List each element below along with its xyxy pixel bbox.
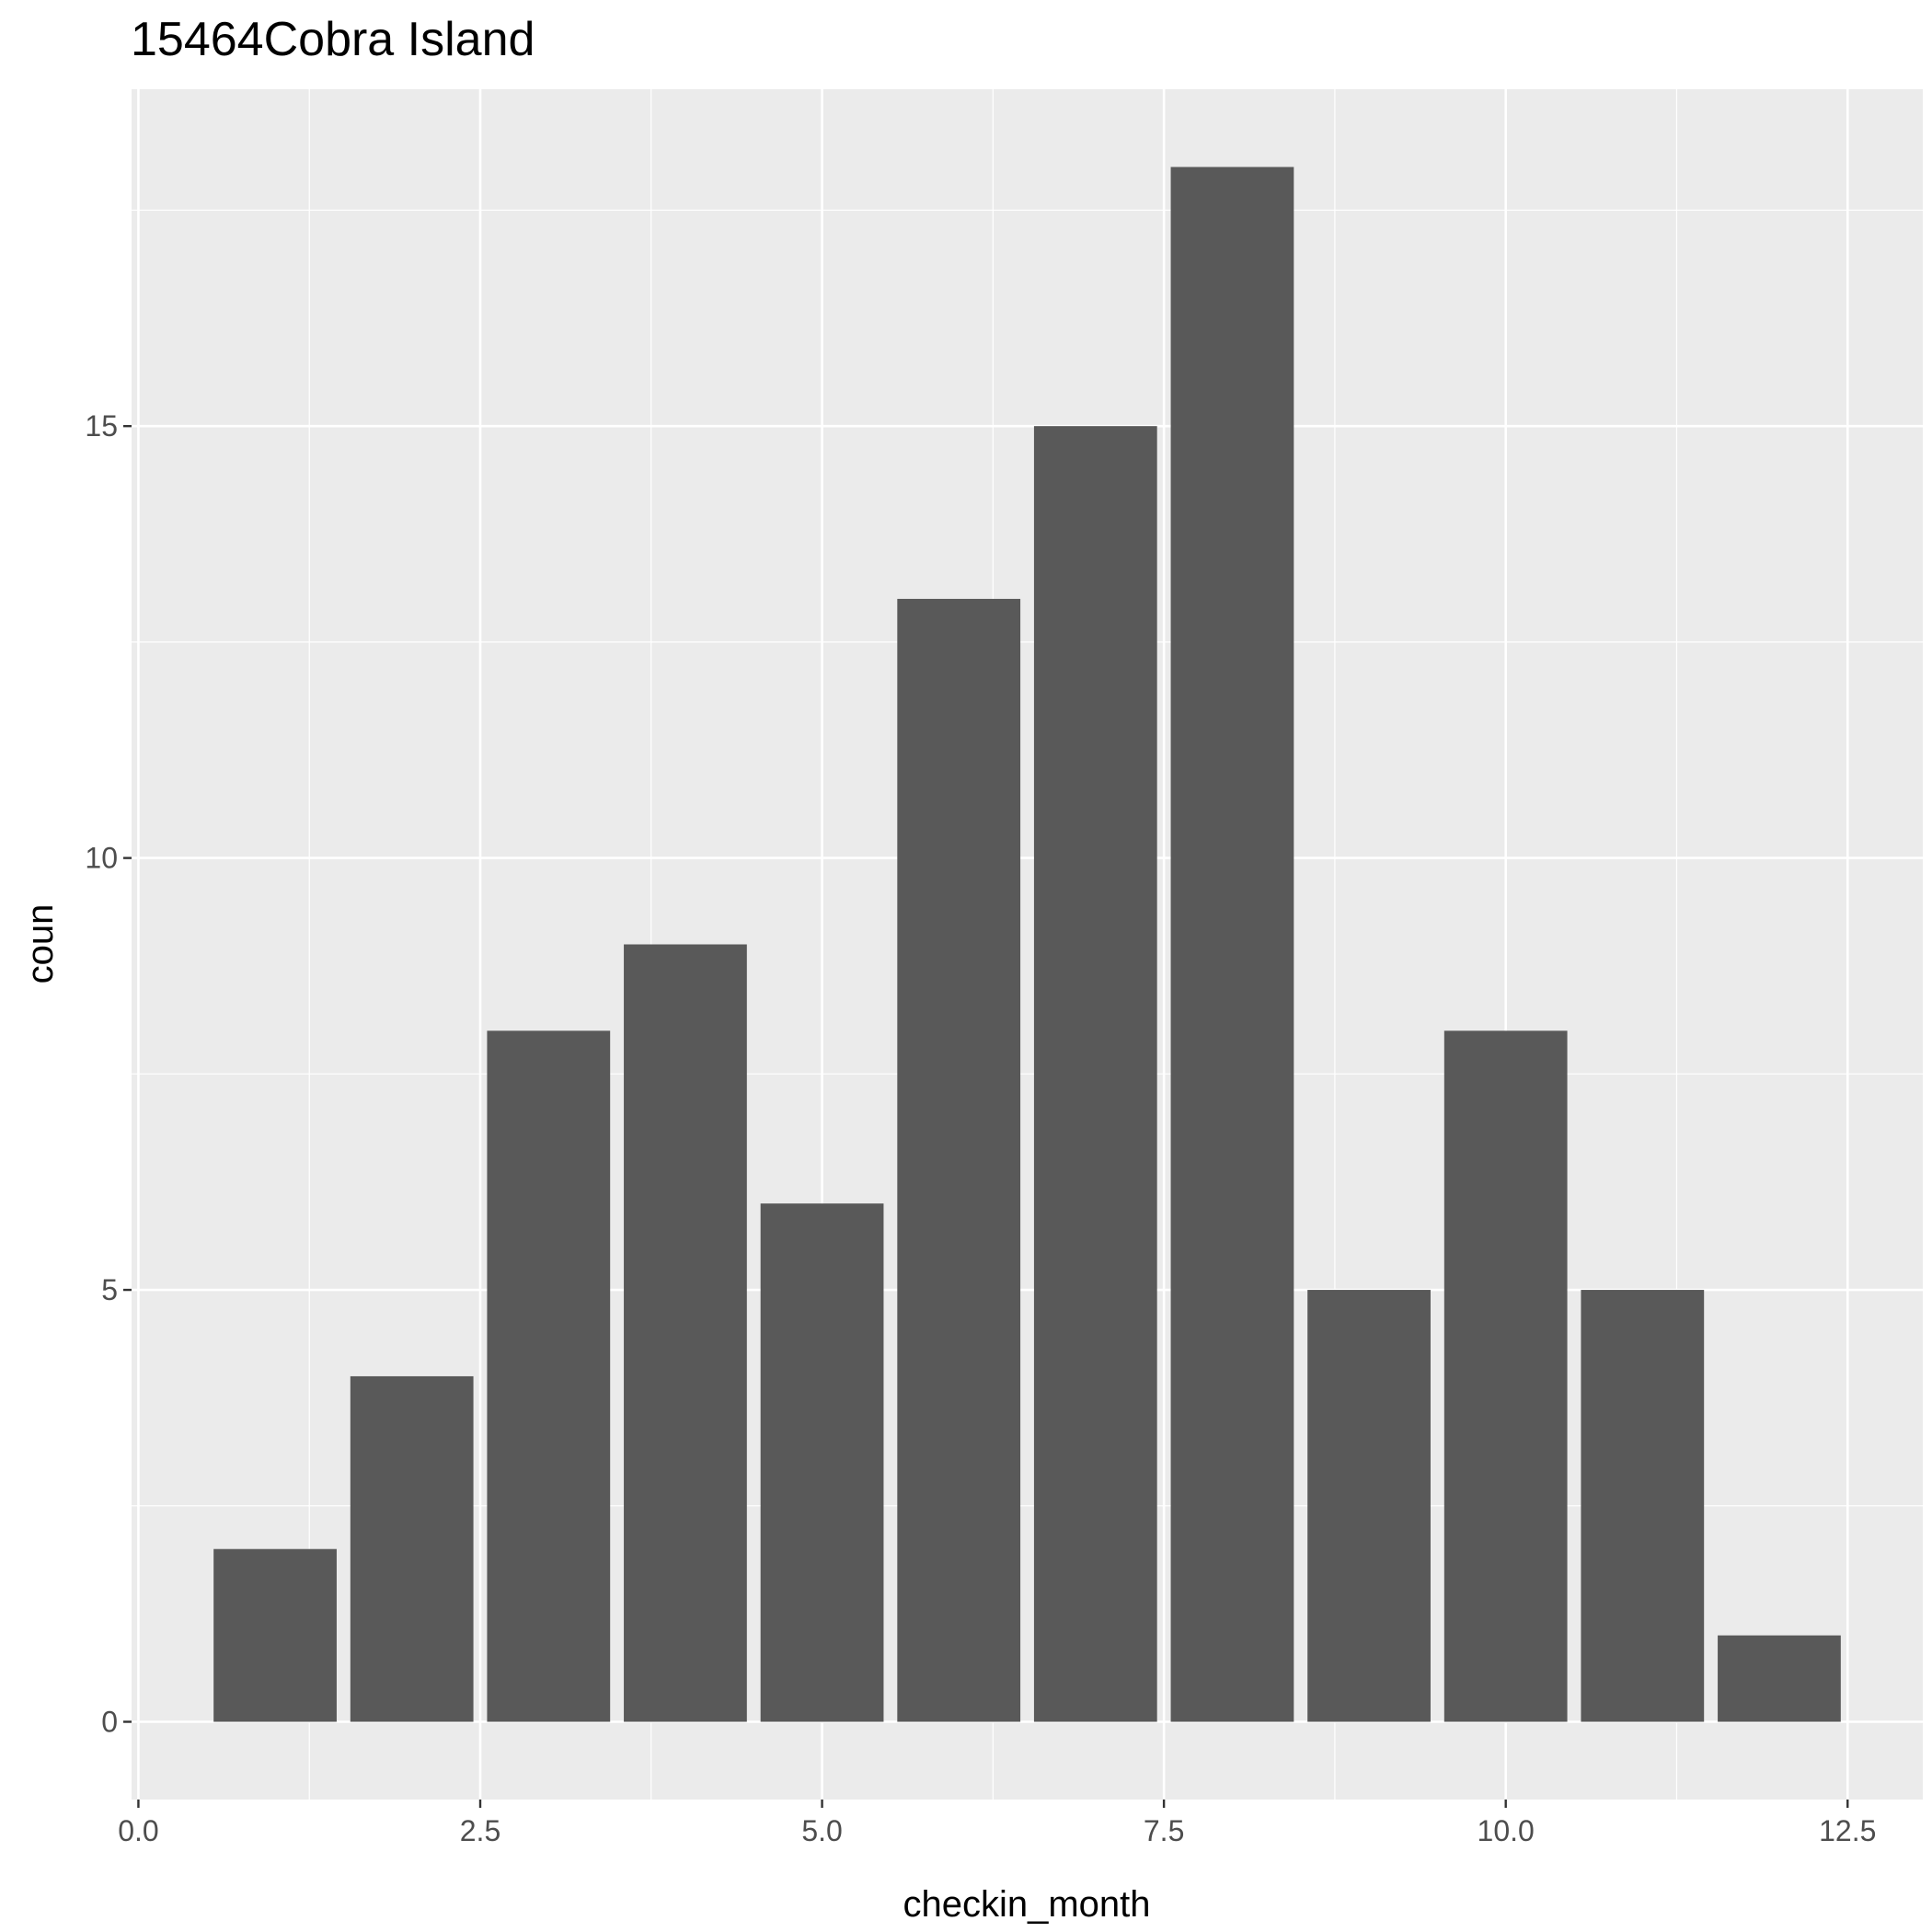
bars [213,167,1841,1722]
x-axis: 0.0 2.5 5.0 7.5 10.0 12.5 [118,1800,1876,1847]
bar [1718,1635,1841,1722]
y-tick-label: 0 [101,1706,118,1739]
x-axis-title: checkin_month [903,1884,1150,1925]
y-axis: 0 5 10 15 [85,409,132,1739]
y-tick-label: 5 [101,1273,118,1306]
chart-title: 15464Cobra Island [131,13,535,66]
x-tick-label: 5.0 [801,1814,842,1847]
bar [1581,1290,1705,1722]
y-tick-label: 10 [85,842,118,875]
bar [1033,426,1157,1722]
y-axis-title: coun [20,904,61,984]
x-tick-label: 12.5 [1819,1814,1876,1847]
bar [350,1375,474,1722]
bar [213,1548,337,1722]
bar [1170,167,1294,1722]
bar [1307,1290,1431,1722]
x-tick-label: 10.0 [1478,1814,1535,1847]
x-tick-label: 2.5 [460,1814,500,1847]
bar [487,1030,611,1722]
bar [760,1203,884,1722]
bar [1443,1030,1568,1722]
bar [624,944,747,1722]
x-tick-label: 7.5 [1144,1814,1184,1847]
x-tick-label: 0.0 [118,1814,158,1847]
y-tick-label: 15 [85,409,118,443]
bar [897,598,1021,1722]
